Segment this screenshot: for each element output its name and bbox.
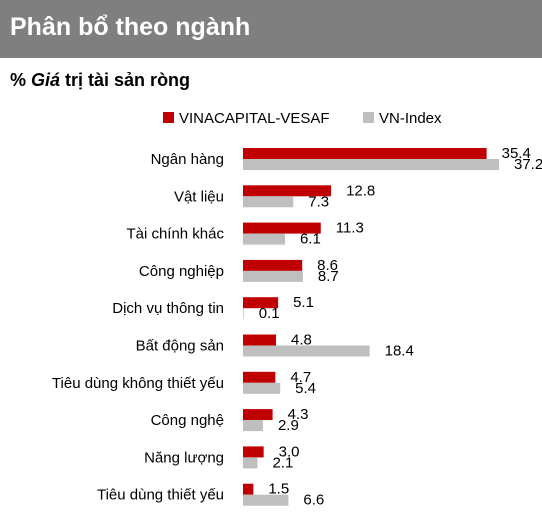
value-label: 3.0: [279, 443, 300, 460]
value-label: 4.3: [288, 406, 309, 423]
value-label: 5.1: [293, 294, 314, 311]
subtitle-rest: trị tài sản ròng: [60, 70, 191, 90]
bar-vesaf: [243, 259, 303, 271]
value-label: 2.9: [278, 417, 299, 434]
chart-subtitle: % Giá trị tài sản ròng: [10, 70, 190, 91]
value-label: 11.3: [336, 220, 364, 237]
legend-swatch-1: [163, 112, 174, 123]
bar-vnindex: [243, 420, 263, 432]
legend-swatch-2: [363, 112, 374, 123]
bar-vesaf: [243, 222, 321, 234]
bar-vesaf: [243, 371, 276, 383]
bar-vnindex: [243, 457, 258, 469]
category-label: Dịch vụ thông tin: [112, 300, 224, 317]
header-bar: Phân bổ theo ngành: [0, 0, 542, 58]
value-label: 4.8: [291, 332, 312, 349]
value-label: 0.1: [259, 305, 280, 322]
category-label: Tiêu dùng thiết yếu: [97, 487, 224, 504]
value-label: 1.5: [268, 481, 289, 498]
category-label: Bất động sản: [136, 338, 224, 355]
value-label: 5.4: [295, 380, 316, 397]
category-label: Ngân hàng: [151, 151, 224, 168]
category-label: Tiêu dùng không thiết yếu: [52, 375, 224, 392]
value-label: 18.4: [385, 343, 414, 360]
subtitle-italic: Giá: [31, 70, 61, 90]
value-label: 35.4: [502, 145, 531, 162]
value-label: 6.6: [303, 492, 324, 509]
value-label: 6.1: [300, 231, 321, 248]
bar-vnindex: [243, 196, 294, 208]
bar-vnindex: [243, 270, 303, 282]
bar-vesaf: [243, 185, 332, 197]
bar-vesaf: [243, 446, 264, 458]
value-label: 8.7: [318, 268, 339, 285]
page-title: Phân bổ theo ngành: [10, 13, 251, 41]
category-label: Công nghiệp: [139, 263, 224, 280]
value-label: 7.3: [308, 193, 329, 210]
bar-vnindex: [243, 382, 281, 394]
bar-vesaf: [243, 409, 273, 421]
legend-label-2: VN-Index: [379, 110, 442, 127]
category-label: Công nghệ: [151, 412, 224, 429]
legend-label-1: VINACAPITAL-VESAF: [179, 110, 330, 127]
bar-vesaf: [243, 483, 254, 495]
category-label: Tài chính khác: [126, 226, 224, 243]
bar-vnindex: [243, 308, 244, 320]
category-label: Vật liệu: [174, 188, 224, 205]
subtitle-prefix: %: [10, 70, 32, 90]
bar-vesaf: [243, 334, 277, 346]
bar-vnindex: [243, 494, 289, 506]
value-label: 8.6: [317, 257, 338, 274]
value-label: 2.1: [272, 454, 293, 471]
bar-vesaf: [243, 148, 487, 159]
bar-vnindex: [243, 345, 370, 357]
category-label: Năng lượng: [144, 449, 224, 466]
bar-vnindex: [243, 159, 499, 170]
bar-vesaf: [243, 297, 279, 309]
bar-chart: VINACAPITAL-VESAF VN-Index Ngân hàng 35.437…: [52, 110, 542, 509]
bar-vnindex: [243, 233, 285, 245]
value-label: 4.7: [290, 369, 311, 386]
value-label: 37.2: [514, 156, 542, 173]
value-label: 12.8: [346, 182, 375, 199]
